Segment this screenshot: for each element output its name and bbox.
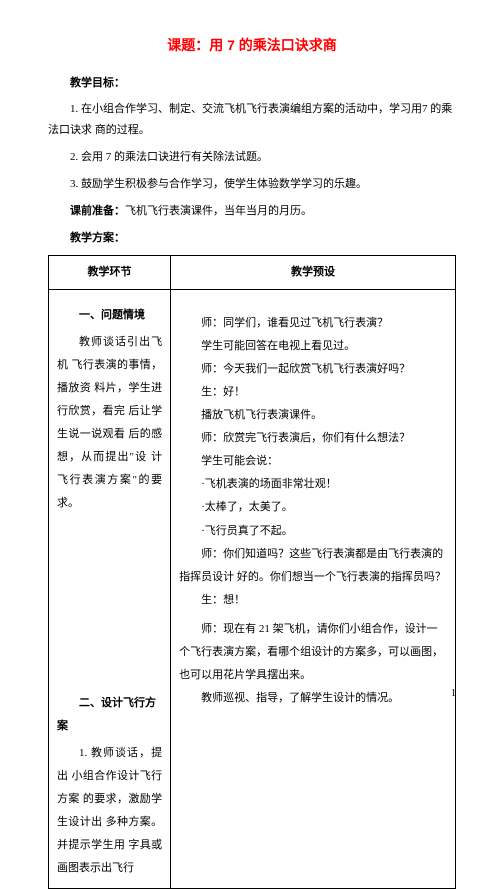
bullet-3: ·飞行员真了不起。 [179,520,447,543]
prep-label: 课前准备： [70,205,125,217]
prep-text: 飞机飞行表演课件，当年当月的月历。 [125,205,312,217]
prep-line: 课前准备：飞机飞行表演课件，当年当月的月历。 [48,201,456,222]
dialog-5: 播放飞机飞行表演课件。 [179,404,447,427]
dialog-2: 学生可能回答在电视上看见过。 [179,335,447,358]
goal-2: 2. 会用 7 的乘法口诀进行有关除法试题。 [48,147,456,168]
dialog-1: 师：同学们，谁看见过飞机飞行表演？ [179,312,447,335]
dialog-7: 学生可能会说： [179,450,447,473]
table-body-row: 一、问题情境 教师谈话引出飞机 飞行表演的事情，播放资 料片，学生进行欣赏，看完… [49,289,456,889]
left-para-1: 教师谈话引出飞机 飞行表演的事情，播放资 料片，学生进行欣赏，看完 后让学生说一… [57,331,162,516]
header-left: 教学环节 [49,255,171,289]
cell-right: 师：同学们，谁看见过飞机飞行表演？ 学生可能回答在电视上看见过。 师：今天我们一… [171,289,456,889]
goals-label: 教学目标： [48,73,456,94]
dialog-9: 生：想！ [179,589,447,612]
left-heading-2: 二、设计飞行方案 [57,692,162,738]
left-heading-1: 一、问题情境 [57,304,162,327]
dialog-10: 师：现在有 21 架飞机，请你们小组合作，设计一个飞行表演方案，看哪个组设计的方… [179,618,447,687]
bullet-1: ·飞机表演的场面非常壮观！ [179,473,447,496]
cell-left: 一、问题情境 教师谈话引出飞机 飞行表演的事情，播放资 料片，学生进行欣赏，看完… [49,289,171,889]
left-para-2: 1. 教师谈话，提出 小组合作设计飞行方案 的要求，激励学生设计出 多种方案。并… [57,742,162,881]
goal-3: 3. 鼓励学生积极参与合作学习，使学生体验数学学习的乐趣。 [48,174,456,195]
page-number: 1 [451,684,456,703]
dialog-8: 师：你们知道吗？这些飞行表演都是由飞行表演的指挥员设计 好的。你们想当一个飞行表… [179,543,447,589]
dialog-6: 师：欣赏完飞行表演后，你们有什么想法？ [179,427,447,450]
goal-1: 1. 在小组合作学习、制定、交流飞机飞行表演编组方案的活动中，学习用7 的乘法口… [48,99,456,141]
dialog-3: 师：今天我们一起欣赏飞机飞行表演好吗？ [179,358,447,381]
bullet-2: ·太棒了，太美了。 [179,496,447,519]
header-right: 教学预设 [171,255,456,289]
dialog-11: 教师巡视、指导，了解学生设计的情况。 [179,687,447,710]
plan-label: 教学方案： [48,228,456,249]
dialog-4: 生：好！ [179,381,447,404]
table-header-row: 教学环节 教学预设 [49,255,456,289]
lesson-table: 教学环节 教学预设 一、问题情境 教师谈话引出飞机 飞行表演的事情，播放资 料片… [48,255,456,889]
lesson-title: 课题：用 7 的乘法口诀求商 [48,32,456,59]
